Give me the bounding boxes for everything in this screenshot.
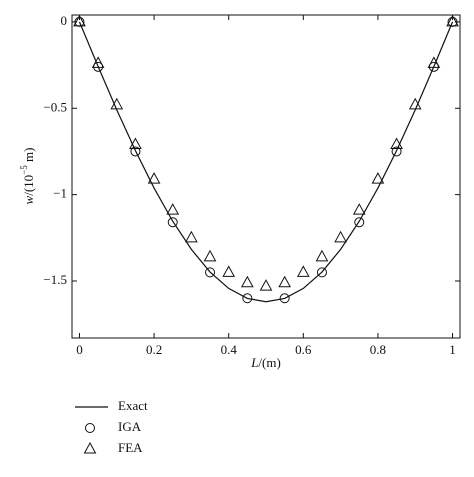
- y-label-exp: −5: [19, 165, 29, 175]
- triangle-marker: [91, 56, 105, 68]
- y-tick-label: 0: [61, 13, 68, 28]
- triangle-marker: [427, 56, 441, 68]
- triangle-marker: [147, 172, 161, 184]
- triangle-marker: [259, 279, 273, 291]
- x-tick-label: 0.4: [221, 342, 238, 357]
- triangle-marker: [371, 172, 385, 184]
- triangle-marker: [296, 265, 310, 277]
- triangle-marker: [352, 203, 366, 215]
- triangle-marker: [185, 230, 198, 243]
- triangle-marker: [390, 137, 403, 150]
- circle-marker: [428, 61, 439, 72]
- triangle-marker: [408, 97, 422, 110]
- circle-marker: [205, 267, 216, 278]
- triangle-marker: [278, 275, 291, 288]
- triangle-marker: [73, 14, 86, 27]
- x-label-unit: /(m): [258, 355, 280, 370]
- y-tick-label: −1.5: [43, 272, 67, 287]
- triangle-marker: [334, 230, 347, 243]
- legend-triangle: [83, 441, 97, 454]
- triangle-marker: [315, 249, 329, 262]
- circle-marker: [93, 61, 104, 72]
- y-tick-label: −0.5: [43, 99, 67, 114]
- y-axis-label: w/(10−5 m): [19, 148, 36, 205]
- triangle-marker: [203, 249, 217, 262]
- y-tick-label: −1: [53, 186, 67, 201]
- x-axis-label: L/(m): [250, 355, 281, 370]
- circle-marker: [391, 146, 402, 157]
- legend-label: Exact: [118, 398, 148, 413]
- x-tick-label: 1: [449, 342, 456, 357]
- triangle-marker: [446, 14, 459, 27]
- x-tick-label: 0: [76, 342, 83, 357]
- y-label-unit: m): [21, 148, 36, 166]
- circle-marker: [167, 217, 178, 228]
- x-tick-label: 0.6: [295, 342, 312, 357]
- x-tick-label: 0.8: [370, 342, 386, 357]
- triangle-marker: [110, 97, 124, 110]
- circle-marker: [242, 293, 253, 304]
- plot-frame: [71, 14, 461, 339]
- triangle-marker: [222, 265, 236, 277]
- circle-marker: [130, 146, 141, 157]
- triangle-marker: [241, 275, 254, 288]
- legend-circle: [85, 423, 95, 433]
- triangle-marker: [129, 137, 142, 150]
- y-label-var: w: [21, 195, 36, 204]
- circle-marker: [279, 293, 290, 304]
- legend-label: IGA: [118, 419, 142, 434]
- circle-marker: [354, 217, 365, 228]
- y-label-base: /(10: [21, 175, 36, 196]
- x-label-var: L: [250, 355, 258, 370]
- triangle-marker: [166, 203, 180, 215]
- circle-marker: [316, 267, 327, 278]
- legend-label: FEA: [118, 440, 143, 455]
- x-tick-label: 0.2: [146, 342, 162, 357]
- exact-line: [78, 21, 454, 303]
